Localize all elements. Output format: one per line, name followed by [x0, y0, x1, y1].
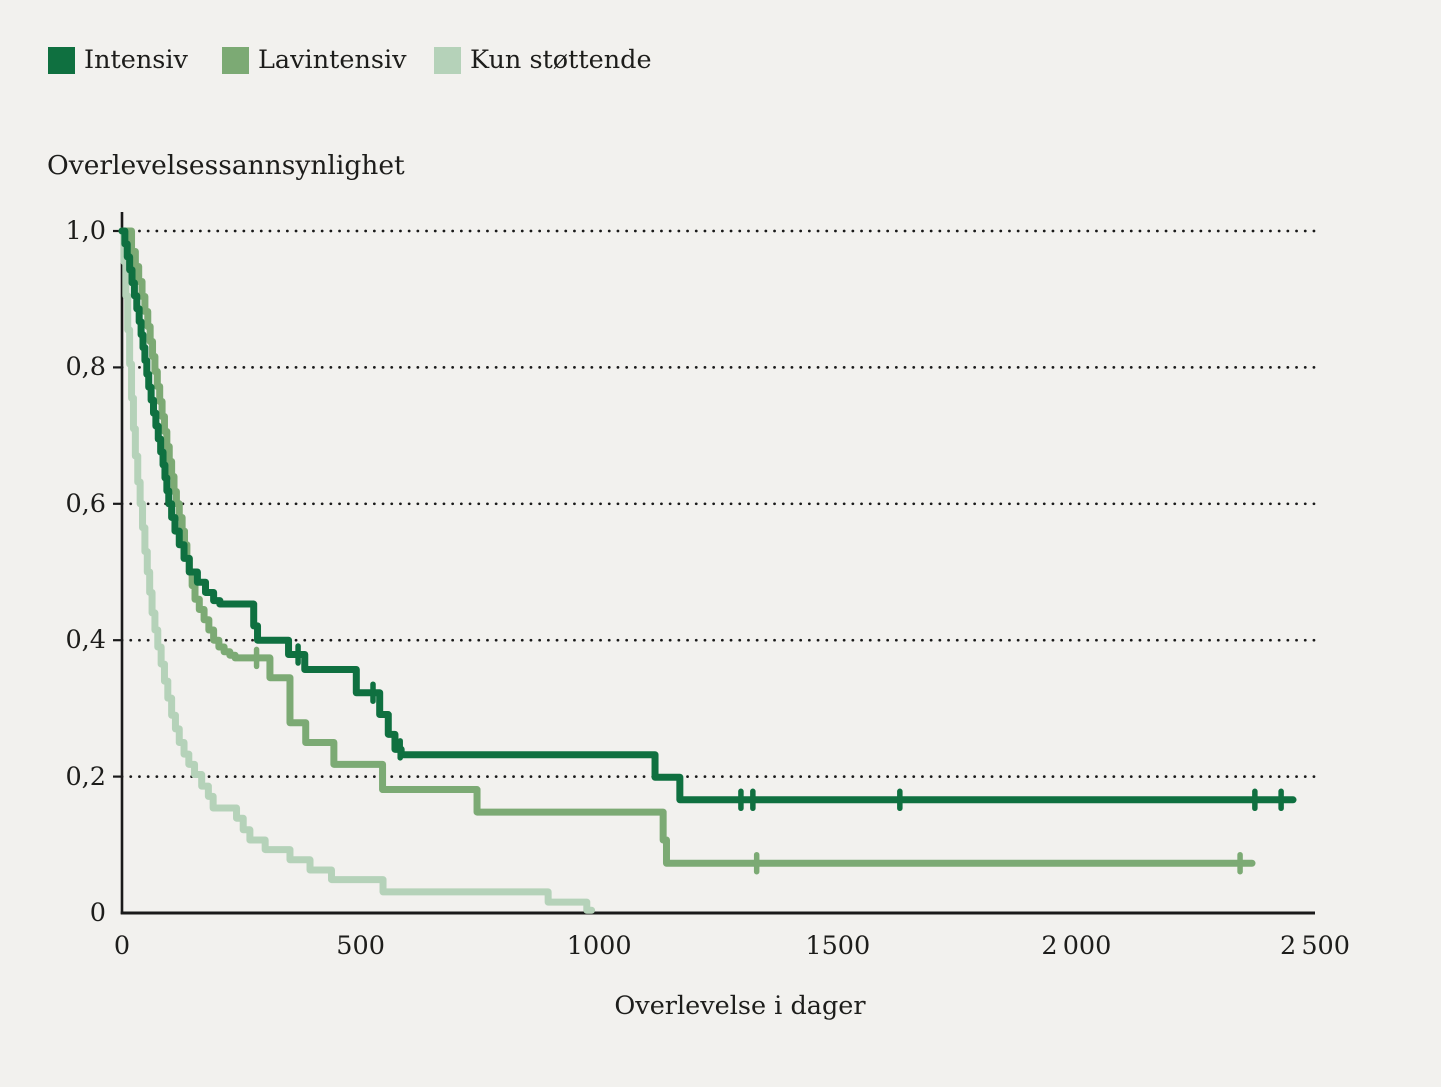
legend-label-intensiv: Intensiv	[84, 45, 188, 75]
x-tick-label: 500	[336, 931, 385, 961]
legend-swatch-kun-stottende	[434, 47, 461, 74]
y-tick-label: 1,0	[65, 216, 106, 246]
legend-swatch-intensiv	[48, 47, 75, 74]
y-tick-label: 0,2	[65, 761, 106, 792]
x-tick-label: 1500	[805, 931, 871, 961]
y-tick-label: 0,8	[65, 352, 106, 383]
series-curve-kun-støttende	[118, 227, 596, 914]
x-axis-title: Overlevelse i dager	[614, 991, 866, 1021]
y-tick-label: 0	[89, 898, 106, 928]
legend-label-lavintensiv: Lavintensiv	[258, 45, 407, 75]
legend: Intensiv Lavintensiv Kun støttende	[0, 0, 1441, 90]
x-tick-label: 0	[113, 931, 131, 961]
y-axis-title: Overlevelsessannsynlighet	[47, 150, 405, 181]
legend-swatch-lavintensiv	[222, 47, 249, 74]
series-curve-intensiv	[118, 227, 1297, 804]
x-tick-label: 2 000	[1041, 931, 1112, 961]
y-tick-label: 0,4	[65, 625, 106, 656]
y-tick-label: 0,6	[65, 488, 106, 519]
series-curve-lavintensiv	[118, 227, 1256, 867]
x-tick-label: 2 500	[1280, 931, 1350, 961]
x-tick-label: 1000	[566, 931, 632, 961]
legend-label-kun-stottende: Kun støttende	[470, 45, 652, 75]
